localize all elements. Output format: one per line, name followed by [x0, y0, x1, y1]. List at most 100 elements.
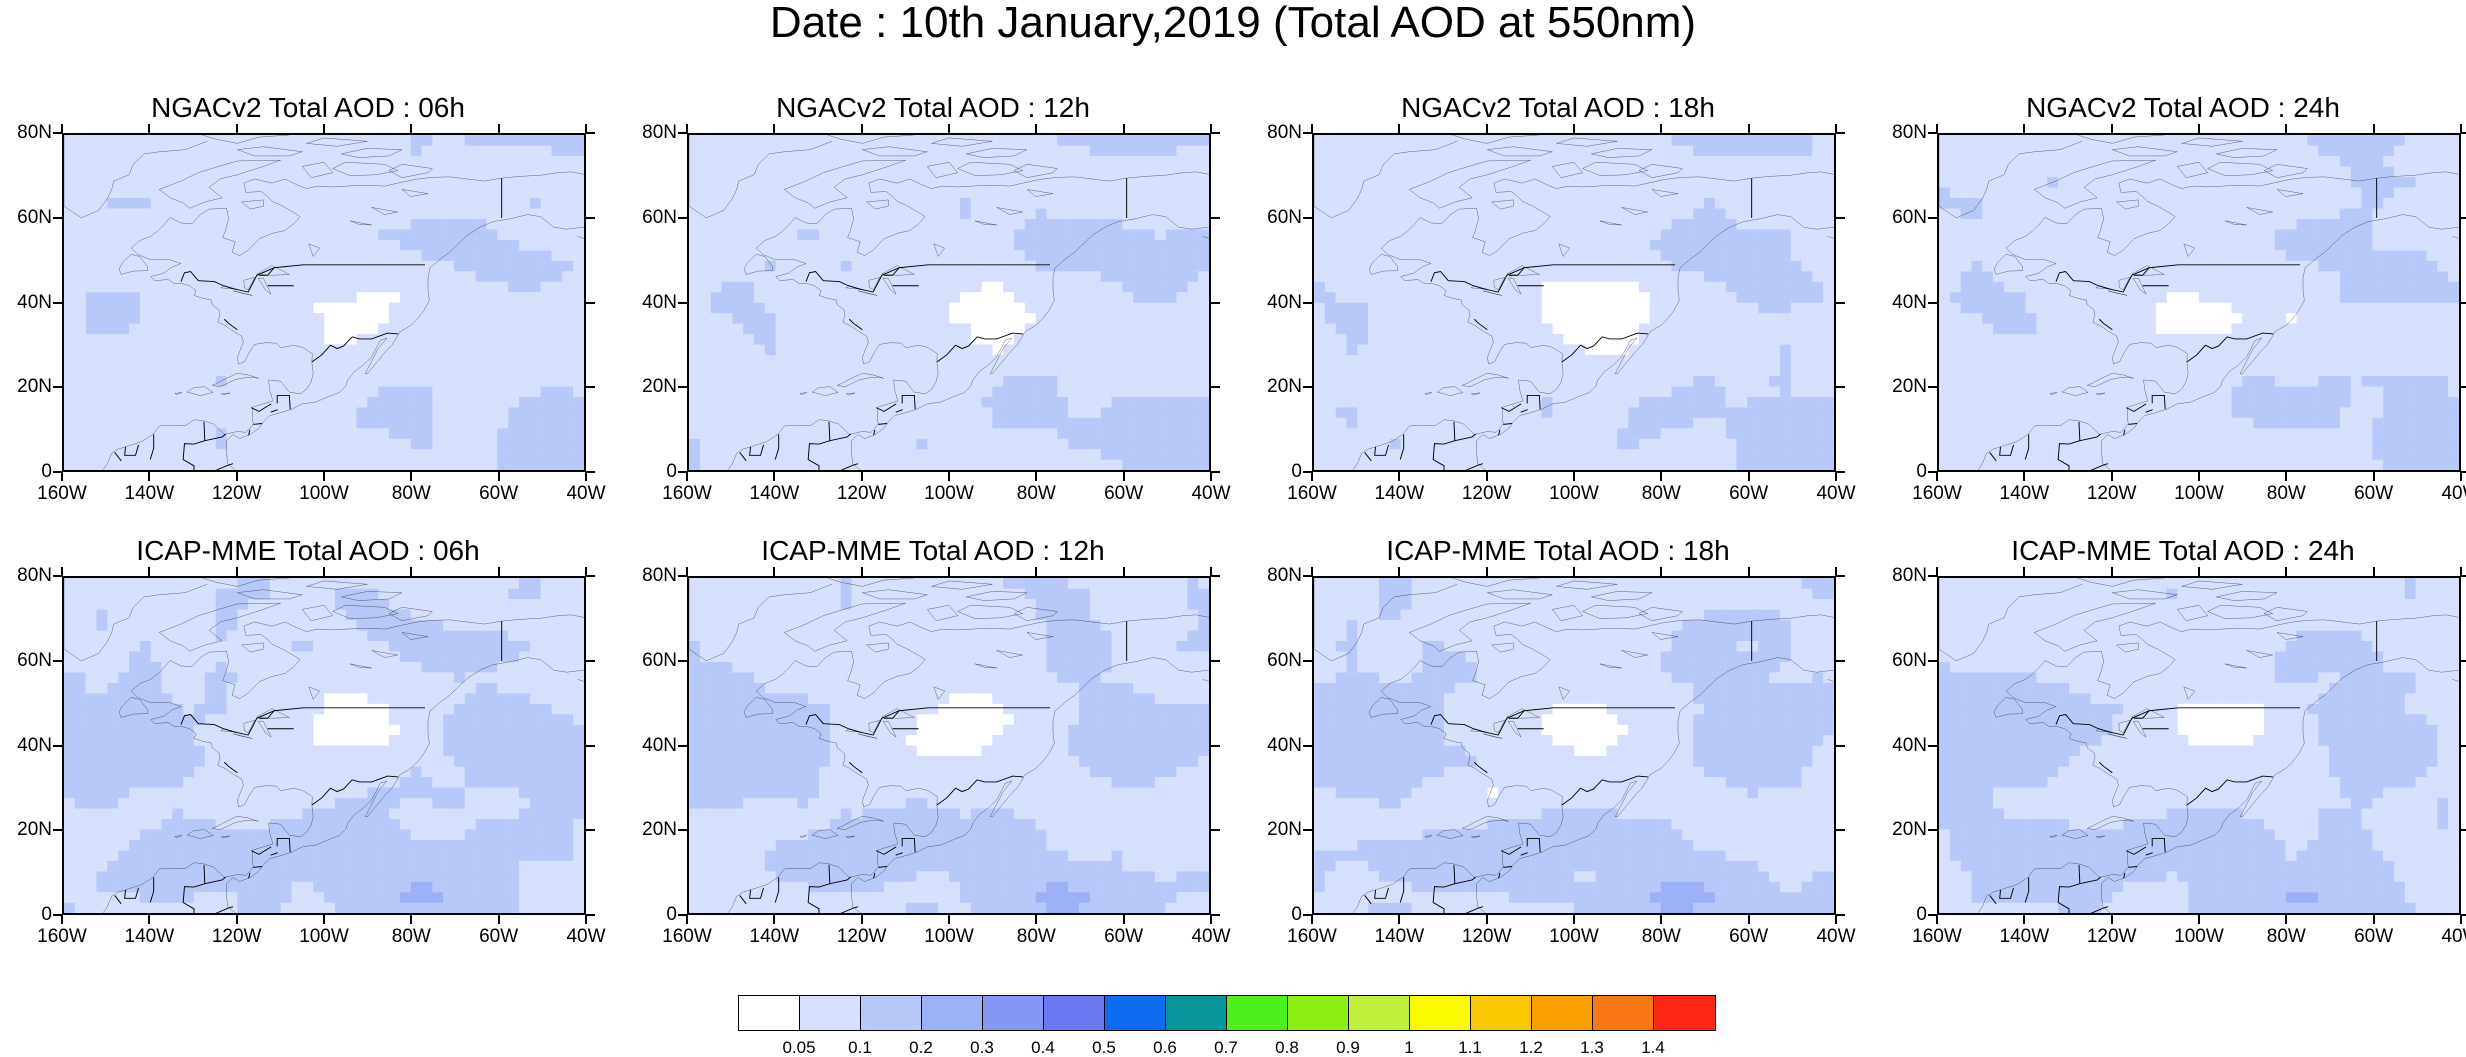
aod-cell — [194, 219, 205, 230]
aod-cell — [1347, 344, 1358, 355]
aod-cell — [97, 250, 108, 261]
aod-cell — [172, 428, 183, 439]
aod-cell — [1198, 166, 1209, 177]
aod-cell — [497, 428, 508, 439]
aod-cell — [689, 145, 700, 156]
aod-cell — [1401, 229, 1412, 240]
aod-cell — [1068, 166, 1079, 177]
aod-cell — [1950, 397, 1961, 408]
lat-tick — [678, 302, 687, 304]
aod-cell — [172, 449, 183, 460]
aod-cell — [917, 177, 928, 188]
aod-cell — [476, 292, 487, 303]
aod-cell — [776, 439, 787, 450]
aod-cell — [1531, 208, 1542, 219]
aod-cell — [1812, 355, 1823, 366]
aod-cell — [1112, 439, 1123, 450]
aod-cell — [1769, 365, 1780, 376]
aod-cell — [797, 303, 808, 314]
aod-cell — [1422, 166, 1433, 177]
aod-cell — [1682, 145, 1693, 156]
aod-cell — [1769, 229, 1780, 240]
aod-cell — [1498, 397, 1509, 408]
aod-cell — [1939, 344, 1950, 355]
aod-cell — [1444, 460, 1455, 470]
aod-cell — [1166, 208, 1177, 219]
aod-cell — [1552, 135, 1563, 146]
aod-cell — [140, 177, 151, 188]
aod-cell — [852, 229, 863, 240]
lon-tick-label: 80W — [381, 484, 441, 504]
aod-cell — [754, 156, 765, 167]
aod-cell — [689, 282, 700, 293]
aod-cell — [151, 229, 162, 240]
aod-cell — [732, 282, 743, 293]
aod-cell — [562, 376, 573, 387]
aod-cell — [1187, 355, 1198, 366]
aod-cell — [162, 250, 173, 261]
aod-cell — [302, 271, 313, 282]
aod-cell — [700, 344, 711, 355]
aod-cell — [237, 313, 248, 324]
aod-cell — [711, 303, 722, 314]
aod-cell — [400, 418, 411, 429]
aod-cell — [1347, 449, 1358, 460]
aod-cell — [259, 323, 270, 334]
aod-cell — [787, 229, 798, 240]
aod-cell — [1509, 365, 1520, 376]
aod-cell — [541, 323, 552, 334]
aod-cell — [1791, 187, 1802, 198]
aod-cell — [1682, 271, 1693, 282]
aod-cell — [172, 365, 183, 376]
aod-cell — [237, 156, 248, 167]
aod-cell — [183, 428, 194, 439]
aod-cell — [1769, 292, 1780, 303]
aod-cell — [982, 261, 993, 272]
aod-cell — [1498, 292, 1509, 303]
aod-cell — [1747, 334, 1758, 345]
aod-cell — [1155, 428, 1166, 439]
aod-cell — [1531, 376, 1542, 387]
aod-cell — [1057, 208, 1068, 219]
aod-cell — [797, 229, 808, 240]
aod-cell — [992, 198, 1003, 209]
aod-cell — [487, 376, 498, 387]
aod-cell — [722, 135, 733, 146]
aod-cell — [1487, 365, 1498, 376]
aod-cell — [1122, 355, 1133, 366]
aod-cell — [743, 208, 754, 219]
aod-cell — [1961, 282, 1972, 293]
aod-cell — [1661, 135, 1672, 146]
aod-cell — [1466, 303, 1477, 314]
aod-cell — [862, 208, 873, 219]
aod-cell — [1791, 323, 1802, 334]
aod-cell — [1704, 271, 1715, 282]
aod-cell — [1390, 303, 1401, 314]
aod-cell — [982, 344, 993, 355]
aod-cell — [862, 240, 873, 251]
aod-cell — [1357, 282, 1368, 293]
aod-cell — [819, 198, 830, 209]
aod-cell — [248, 418, 259, 429]
aod-cell — [1014, 198, 1025, 209]
aod-cell — [194, 198, 205, 209]
aod-cell — [313, 292, 324, 303]
aod-cell — [1336, 166, 1347, 177]
aod-cell — [1972, 177, 1983, 188]
aod-cell — [1379, 376, 1390, 387]
aod-cell — [1780, 198, 1791, 209]
aod-cell — [1802, 250, 1813, 261]
aod-cell — [1726, 177, 1737, 188]
aod-cell — [75, 156, 86, 167]
aod-cell — [118, 156, 129, 167]
aod-cell — [1357, 145, 1368, 156]
aod-cell — [389, 198, 400, 209]
aod-cell — [292, 334, 303, 345]
aod-cell — [237, 418, 248, 429]
aod-cell — [541, 208, 552, 219]
aod-cell — [1036, 166, 1047, 177]
aod-cell — [1487, 271, 1498, 282]
aod-cell — [1791, 250, 1802, 261]
aod-cell — [248, 460, 259, 470]
aod-cell — [1412, 219, 1423, 230]
